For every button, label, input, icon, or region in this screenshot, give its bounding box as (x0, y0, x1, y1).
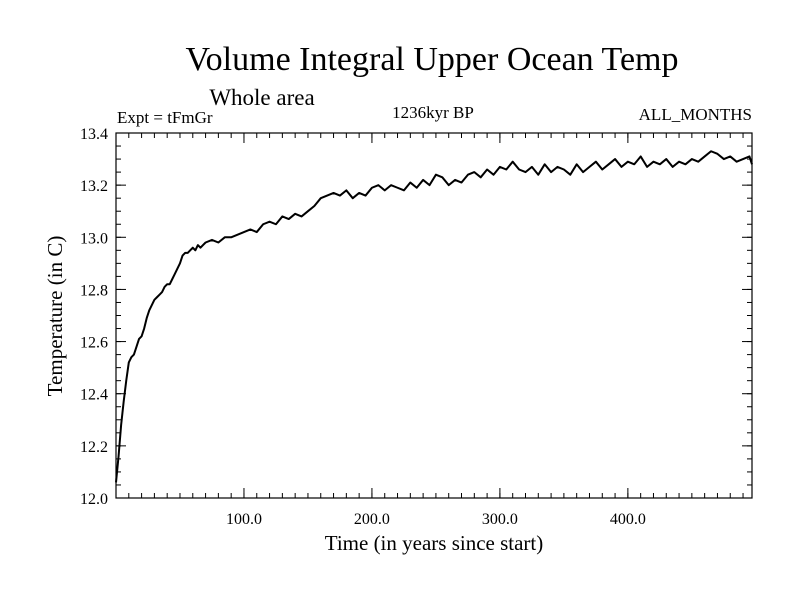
x-tick-label: 300.0 (482, 511, 518, 528)
y-tick-label: 12.2 (80, 439, 108, 456)
y-tick-label: 13.2 (80, 178, 108, 195)
x-axis-label: Time (in years since start) (325, 531, 544, 555)
y-tick-label: 13.0 (80, 230, 108, 247)
y-tick-label: 12.6 (80, 335, 108, 352)
x-tick-label: 400.0 (610, 511, 646, 528)
tick-labels: 100.0 200.0 300.0 400.0 12.0 12.2 12.4 12.6 12.8… (80, 126, 646, 528)
x-tick-label: 100.0 (226, 511, 262, 528)
chart-title: Volume Integral Upper Ocean Temp (186, 41, 679, 78)
experiment-label: Expt = tFmGr (117, 108, 213, 127)
temperature-series-line (115, 150, 753, 483)
y-axis-label: Temperature (in C) (43, 236, 67, 397)
months-label: ALL_MONTHS (639, 105, 752, 124)
plot-frame (115, 132, 753, 499)
chart-subtitle: Whole area (209, 85, 314, 110)
period-label: 1236kyr BP (392, 103, 474, 122)
y-tick-label: 13.4 (80, 126, 108, 143)
y-tick-label: 12.8 (80, 282, 108, 299)
x-tick-label: 200.0 (354, 511, 390, 528)
tick-marks (116, 132, 752, 499)
y-tick-label: 12.4 (80, 387, 108, 404)
y-tick-label: 12.0 (80, 491, 108, 508)
